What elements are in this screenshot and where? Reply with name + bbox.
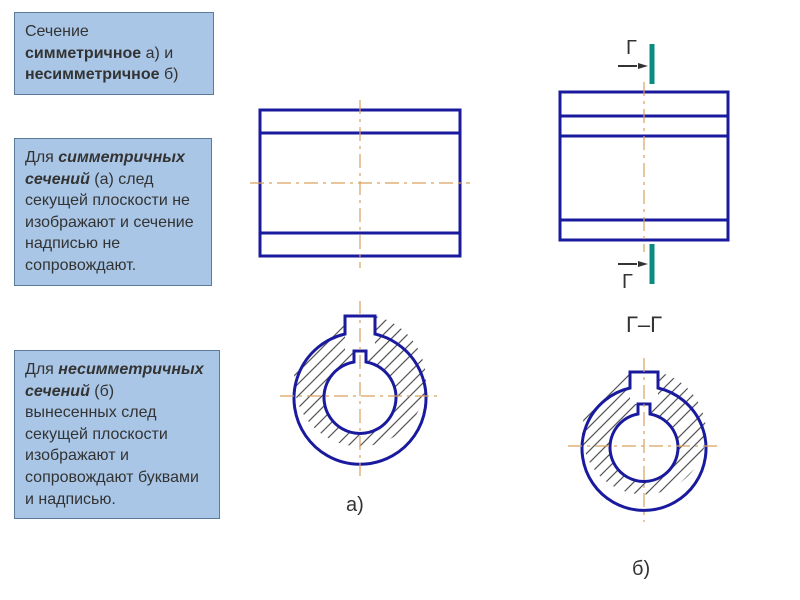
desc3-t3: (б) вынесенных след секущей плоскости из… xyxy=(25,383,199,508)
diagram-a xyxy=(250,100,470,500)
label-b: б) xyxy=(632,558,650,581)
svg-text:Г–Г: Г–Г xyxy=(626,312,662,337)
svg-text:Г: Г xyxy=(626,37,637,59)
title-bold2: несимметричное xyxy=(25,66,160,83)
desc-box-b: Для несимметричных сечений (б) вынесенны… xyxy=(14,350,220,519)
title-line4: б) xyxy=(160,66,179,83)
title-box: Сечение симметричное а) и несимметричное… xyxy=(14,12,214,95)
desc-box-a: Для симметричных сечений (а) след секуще… xyxy=(14,138,212,286)
svg-text:Г: Г xyxy=(622,271,633,293)
label-a: а) xyxy=(346,494,364,517)
title-line1: Сечение xyxy=(25,23,89,40)
title-line2b: а) и xyxy=(146,45,174,62)
diagram-b: Г Г Г–Г xyxy=(538,36,758,556)
desc3-t1: Для xyxy=(25,361,58,378)
desc2-t1: Для xyxy=(25,149,58,166)
title-bold1: симметричное xyxy=(25,45,146,62)
